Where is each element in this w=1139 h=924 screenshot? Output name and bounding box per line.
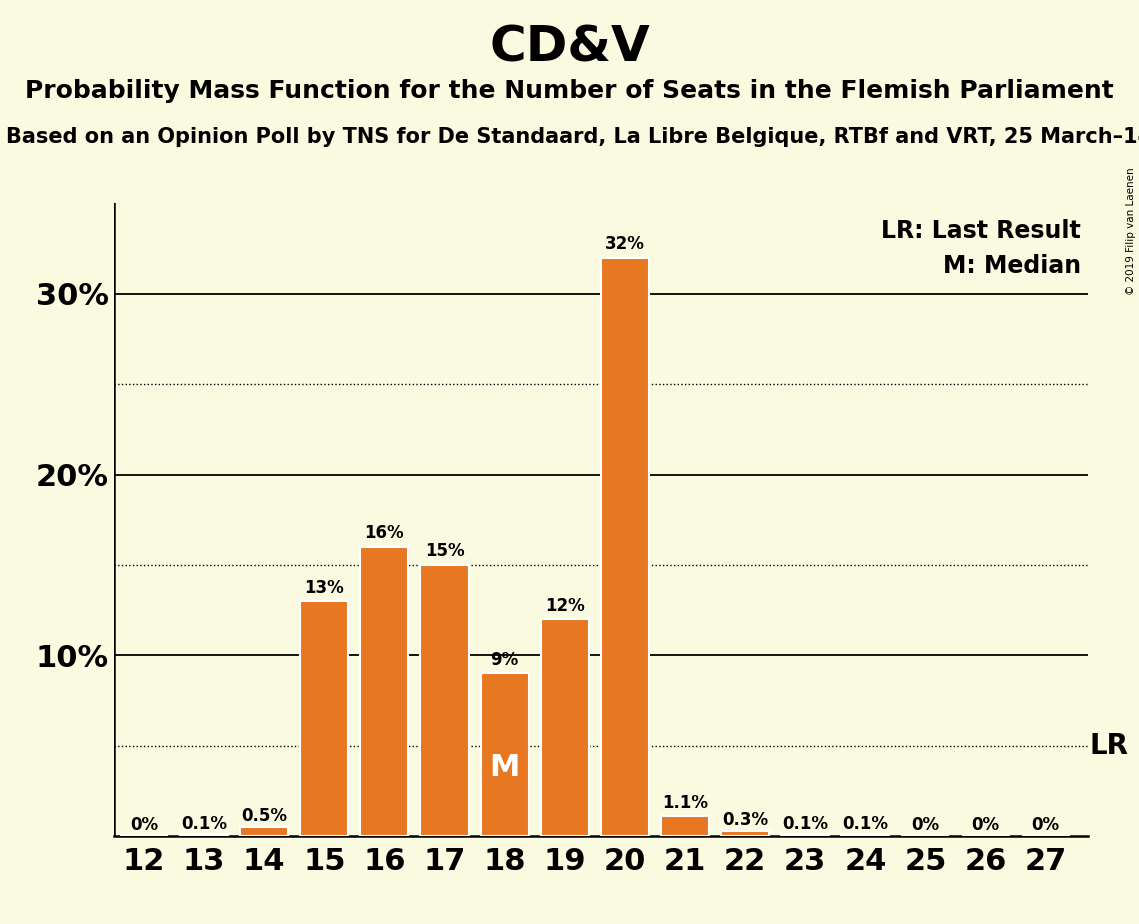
Text: 16%: 16%: [364, 524, 404, 542]
Text: 0%: 0%: [130, 817, 158, 834]
Text: 0%: 0%: [972, 817, 1000, 834]
Bar: [301, 602, 349, 836]
Bar: [481, 674, 528, 836]
Text: Based on an Opinion Poll by TNS for De Standaard, La Libre Belgique, RTBf and VR: Based on an Opinion Poll by TNS for De S…: [6, 127, 1139, 147]
Text: 0.3%: 0.3%: [722, 811, 768, 829]
Text: 0%: 0%: [911, 817, 940, 834]
Bar: [781, 834, 829, 836]
Text: 0.1%: 0.1%: [843, 815, 888, 833]
Text: 12%: 12%: [544, 597, 584, 614]
Bar: [601, 258, 649, 836]
Text: M: M: [490, 753, 519, 783]
Text: 9%: 9%: [491, 650, 518, 669]
Bar: [420, 565, 468, 836]
Bar: [240, 827, 288, 836]
Text: M: Median: M: Median: [943, 254, 1081, 278]
Text: 0%: 0%: [1032, 817, 1059, 834]
Bar: [842, 834, 890, 836]
Text: LR: LR: [1090, 732, 1129, 760]
Text: 32%: 32%: [605, 235, 645, 253]
Bar: [721, 831, 769, 836]
Text: 15%: 15%: [425, 542, 465, 561]
Text: 1.1%: 1.1%: [662, 794, 708, 812]
Text: 0.1%: 0.1%: [782, 815, 828, 833]
Text: Probability Mass Function for the Number of Seats in the Flemish Parliament: Probability Mass Function for the Number…: [25, 79, 1114, 103]
Bar: [360, 547, 409, 836]
Bar: [661, 816, 710, 836]
Bar: [180, 834, 228, 836]
Text: CD&V: CD&V: [489, 23, 650, 71]
Text: 0.1%: 0.1%: [181, 815, 227, 833]
Text: 13%: 13%: [304, 578, 344, 597]
Text: LR: Last Result: LR: Last Result: [882, 219, 1081, 243]
Bar: [541, 619, 589, 836]
Text: © 2019 Filip van Laenen: © 2019 Filip van Laenen: [1126, 167, 1136, 295]
Text: 0.5%: 0.5%: [241, 808, 287, 825]
